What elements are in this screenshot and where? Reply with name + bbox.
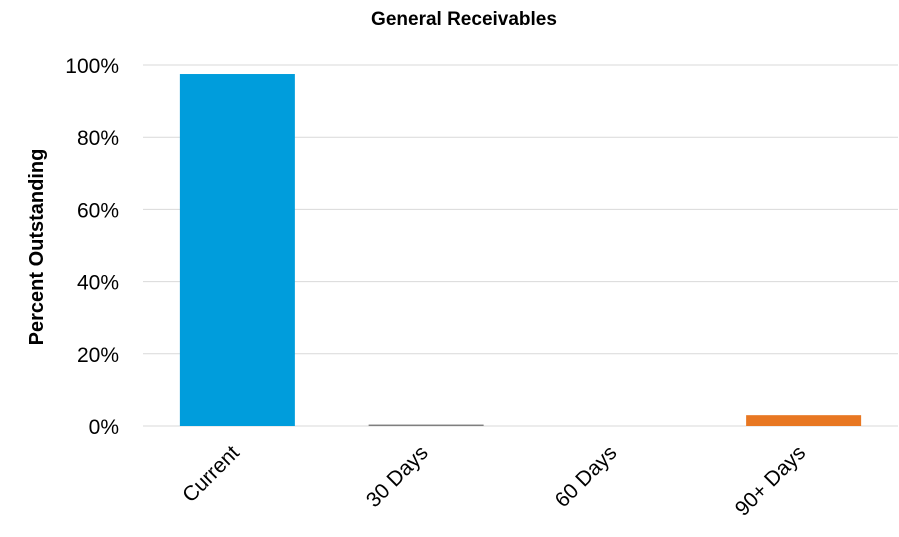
bars (179, 74, 862, 427)
x-category-label: 30 Days (362, 441, 433, 512)
y-tick-label: 100% (65, 55, 119, 78)
y-tick-label: 80% (77, 127, 119, 150)
bar-30-days (368, 424, 484, 426)
bar-current (179, 74, 295, 427)
y-tick-label: 0% (89, 416, 119, 439)
x-axis-categories: Current 30 Days 60 Days 90+ Days (178, 441, 810, 521)
y-tick-label: 20% (77, 344, 119, 367)
y-tick-label: 40% (77, 272, 119, 295)
y-axis-ticks: 0% 20% 40% 60% 80% 100% (65, 55, 119, 439)
y-tick-label: 60% (77, 199, 119, 222)
x-category-label: 60 Days (551, 441, 622, 512)
x-category-label: Current (178, 441, 244, 507)
y-axis-label: Percent Outstanding (26, 149, 48, 346)
bar-90-days (746, 415, 862, 426)
x-category-label: 90+ Days (731, 441, 810, 520)
chart-title: General Receivables (371, 9, 557, 30)
